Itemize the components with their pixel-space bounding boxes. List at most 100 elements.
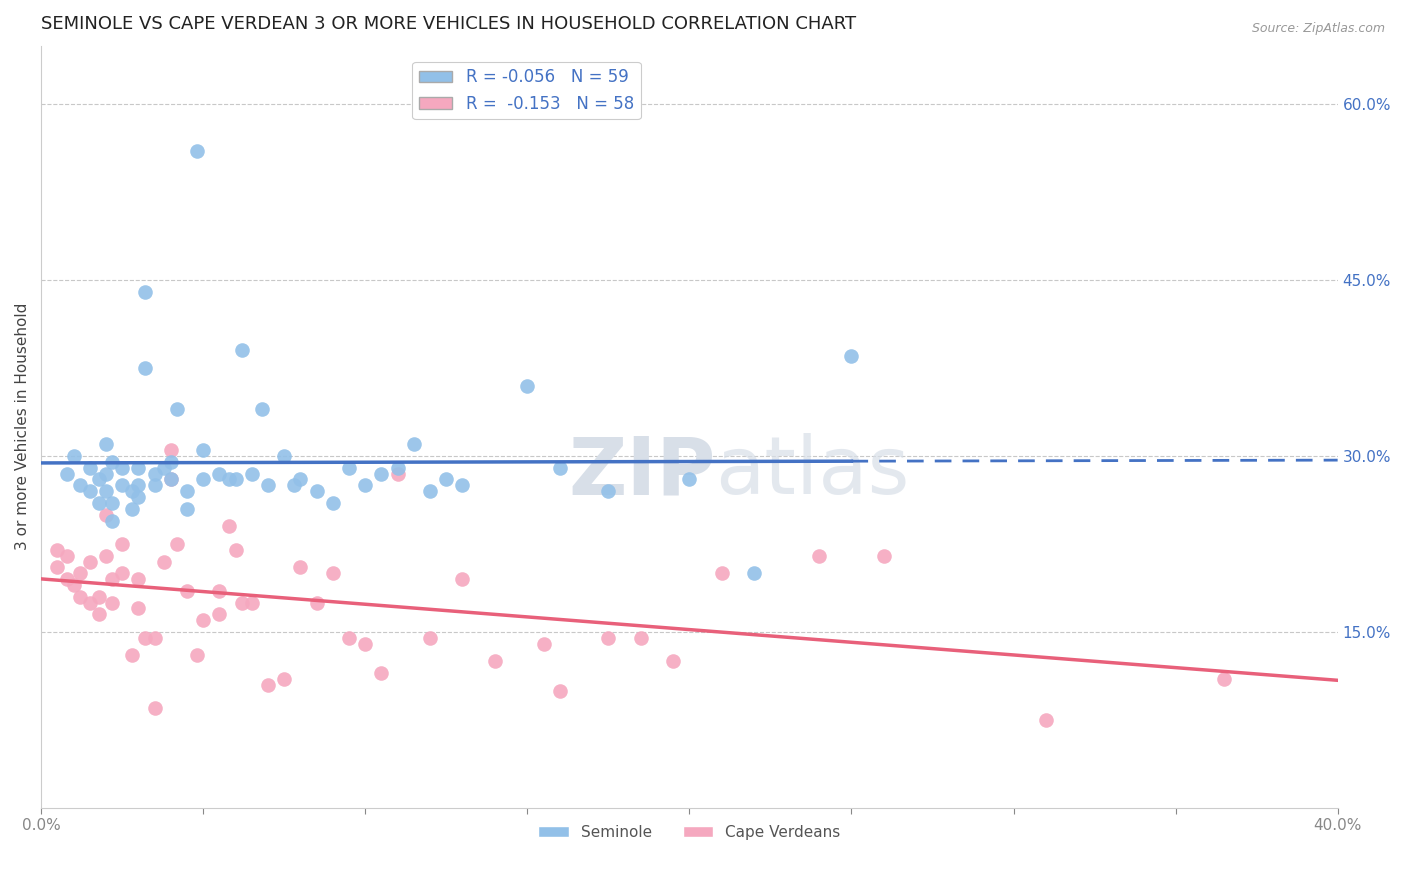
Y-axis label: 3 or more Vehicles in Household: 3 or more Vehicles in Household xyxy=(15,303,30,550)
Point xyxy=(79,460,101,475)
Point xyxy=(143,701,166,715)
Point xyxy=(111,478,134,492)
Point xyxy=(101,455,124,469)
Point xyxy=(186,648,208,663)
Point xyxy=(419,631,441,645)
Point xyxy=(873,549,896,563)
Point xyxy=(176,583,198,598)
Point xyxy=(240,596,263,610)
Point xyxy=(143,467,166,481)
Point xyxy=(89,473,111,487)
Point xyxy=(111,460,134,475)
Point xyxy=(193,613,215,627)
Point xyxy=(662,654,685,668)
Point xyxy=(841,350,863,364)
Point xyxy=(176,484,198,499)
Point xyxy=(159,473,181,487)
Point xyxy=(322,566,344,581)
Point xyxy=(79,596,101,610)
Point xyxy=(370,665,392,680)
Point xyxy=(176,501,198,516)
Point xyxy=(69,566,91,581)
Point xyxy=(166,537,188,551)
Point xyxy=(742,566,765,581)
Point xyxy=(121,501,143,516)
Text: Source: ZipAtlas.com: Source: ZipAtlas.com xyxy=(1251,22,1385,36)
Point xyxy=(533,637,555,651)
Text: atlas: atlas xyxy=(716,434,910,511)
Point xyxy=(451,572,474,586)
Point xyxy=(808,549,831,563)
Point xyxy=(354,478,377,492)
Point xyxy=(305,484,328,499)
Point xyxy=(56,572,79,586)
Point xyxy=(1213,672,1236,686)
Point xyxy=(127,490,149,504)
Point xyxy=(193,473,215,487)
Point xyxy=(370,467,392,481)
Point xyxy=(231,343,253,358)
Point xyxy=(166,402,188,417)
Point xyxy=(134,285,156,299)
Point xyxy=(121,484,143,499)
Point xyxy=(186,144,208,158)
Point xyxy=(598,631,620,645)
Point xyxy=(127,572,149,586)
Point xyxy=(62,578,84,592)
Point xyxy=(56,467,79,481)
Point xyxy=(127,460,149,475)
Point xyxy=(89,607,111,622)
Point xyxy=(257,678,280,692)
Point xyxy=(89,496,111,510)
Point xyxy=(153,555,176,569)
Legend: Seminole, Cape Verdeans: Seminole, Cape Verdeans xyxy=(531,819,846,846)
Point xyxy=(159,473,181,487)
Point xyxy=(111,566,134,581)
Point xyxy=(218,473,240,487)
Point xyxy=(101,572,124,586)
Point xyxy=(94,437,117,451)
Point xyxy=(101,596,124,610)
Point xyxy=(484,654,506,668)
Point xyxy=(231,596,253,610)
Point xyxy=(273,449,295,463)
Point xyxy=(208,607,231,622)
Point xyxy=(143,631,166,645)
Point xyxy=(548,460,571,475)
Point xyxy=(89,590,111,604)
Point xyxy=(273,672,295,686)
Text: SEMINOLE VS CAPE VERDEAN 3 OR MORE VEHICLES IN HOUSEHOLD CORRELATION CHART: SEMINOLE VS CAPE VERDEAN 3 OR MORE VEHIC… xyxy=(41,15,856,33)
Point xyxy=(127,601,149,615)
Point xyxy=(56,549,79,563)
Point xyxy=(79,555,101,569)
Point xyxy=(630,631,652,645)
Point xyxy=(46,560,69,574)
Point xyxy=(240,467,263,481)
Point xyxy=(322,496,344,510)
Point xyxy=(451,478,474,492)
Point xyxy=(516,378,538,392)
Point xyxy=(94,484,117,499)
Point xyxy=(387,460,409,475)
Point xyxy=(419,484,441,499)
Point xyxy=(218,519,240,533)
Point xyxy=(94,549,117,563)
Point xyxy=(257,478,280,492)
Point xyxy=(548,683,571,698)
Point xyxy=(193,443,215,458)
Point xyxy=(290,560,312,574)
Text: ZIP: ZIP xyxy=(568,434,716,511)
Point xyxy=(101,496,124,510)
Point xyxy=(69,590,91,604)
Point xyxy=(159,455,181,469)
Point xyxy=(678,473,700,487)
Point xyxy=(710,566,733,581)
Point xyxy=(94,508,117,522)
Point xyxy=(134,631,156,645)
Point xyxy=(121,648,143,663)
Point xyxy=(305,596,328,610)
Point xyxy=(1035,713,1057,727)
Point xyxy=(225,473,247,487)
Point xyxy=(69,478,91,492)
Point xyxy=(46,542,69,557)
